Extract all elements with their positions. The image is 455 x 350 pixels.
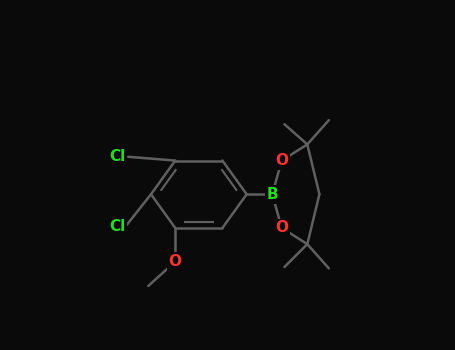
Text: O: O	[275, 220, 288, 236]
Text: Cl: Cl	[109, 219, 126, 234]
Text: O: O	[169, 254, 182, 269]
Text: Cl: Cl	[109, 149, 126, 164]
Text: B: B	[267, 187, 278, 202]
Text: O: O	[275, 153, 288, 168]
